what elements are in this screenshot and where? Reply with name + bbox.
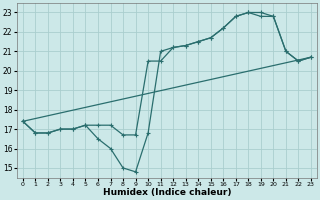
X-axis label: Humidex (Indice chaleur): Humidex (Indice chaleur) — [103, 188, 231, 197]
